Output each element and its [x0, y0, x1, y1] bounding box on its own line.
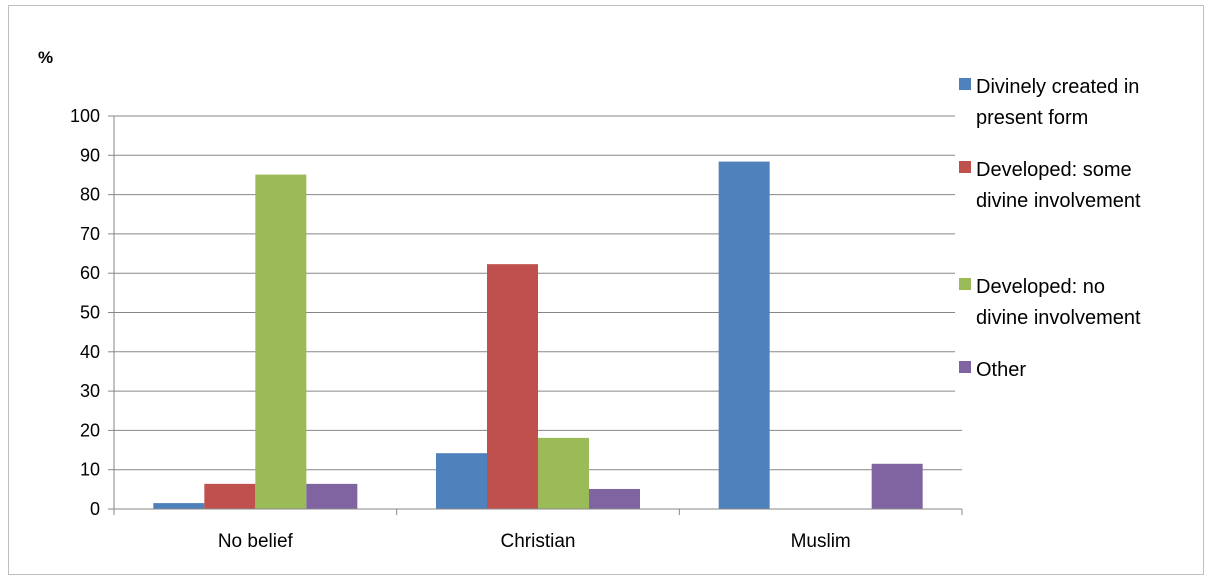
legend-label: divine involvement: [976, 190, 1141, 212]
axes: [108, 115, 963, 515]
y-tick-label: 60: [80, 263, 100, 283]
legend: Divinely created in present form Developed…: [955, 66, 1195, 396]
y-tick-label: 80: [80, 185, 100, 205]
legend-label: divine involvement: [976, 307, 1141, 329]
y-tick-label: 70: [80, 224, 100, 244]
y-tick-label: 40: [80, 342, 100, 362]
bar: [255, 174, 307, 509]
legend-label: Developed: some: [976, 159, 1132, 181]
legend-label: present form: [976, 107, 1088, 129]
bar: [538, 437, 589, 509]
legend-background: [955, 66, 1195, 396]
bar: [487, 264, 538, 509]
legend-swatch: [959, 78, 971, 90]
y-axis-title: %: [38, 48, 53, 67]
x-category-labels: No belief Christian Muslim: [218, 531, 851, 552]
legend-swatch: [959, 278, 971, 290]
x-category-label: No belief: [218, 531, 294, 552]
y-tick-label: 10: [80, 460, 100, 480]
legend-swatch: [959, 361, 971, 373]
bar: [871, 463, 923, 509]
y-tick-label: 50: [80, 303, 100, 323]
y-tick-label: 20: [80, 420, 100, 440]
bars: [153, 161, 923, 509]
y-tick-label: 30: [80, 381, 100, 401]
bar: [153, 503, 205, 509]
x-category-label: Muslim: [791, 531, 851, 552]
y-tick-label: 90: [80, 145, 100, 165]
bar: [436, 453, 487, 509]
y-tick-label: 100: [70, 106, 100, 126]
x-category-label: Christian: [501, 531, 576, 552]
bar: [589, 488, 640, 509]
bar: [306, 483, 358, 509]
legend-label: Other: [976, 359, 1026, 381]
bar: [204, 483, 256, 509]
legend-swatch: [959, 161, 971, 173]
y-tick-label: 0: [90, 499, 100, 519]
y-tick-labels: 0 10 20 30 40 50 60 70 80 90 100: [70, 106, 100, 519]
bar: [718, 161, 770, 509]
legend-label: Developed: no: [976, 276, 1105, 298]
legend-label: Divinely created in: [976, 76, 1139, 98]
